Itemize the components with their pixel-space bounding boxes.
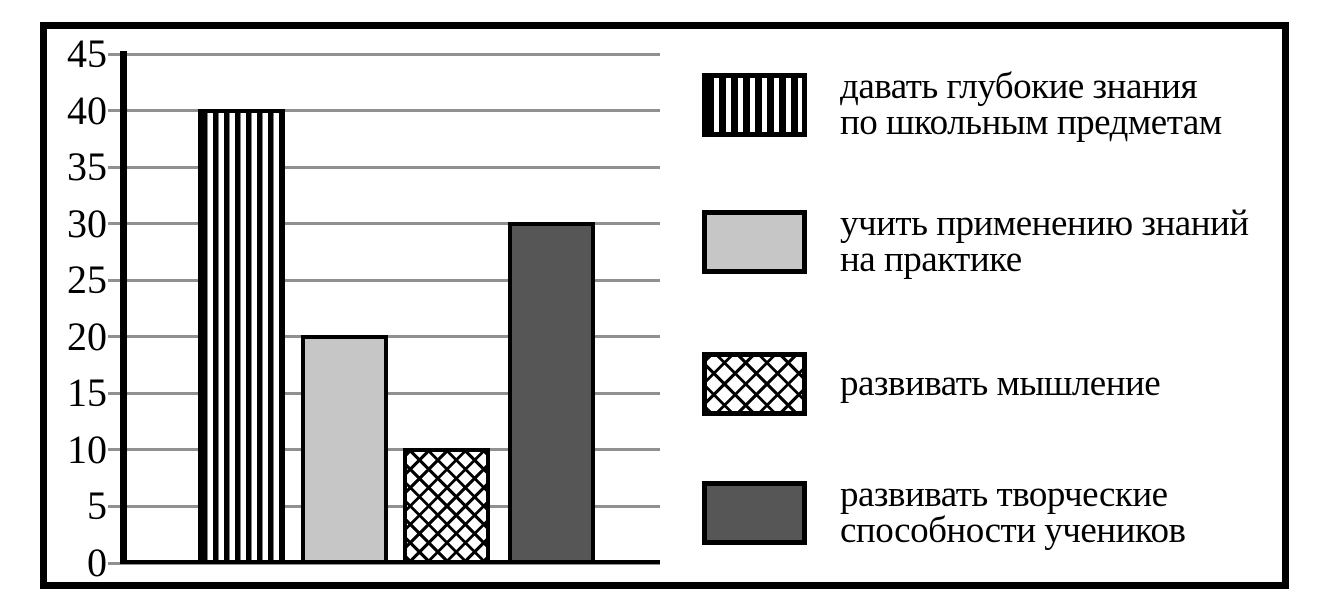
x-axis-line [120,560,660,564]
y-axis-tick-label-0: 0 [87,540,107,585]
legend-label: давать глубокие знания по школьным предме… [840,66,1222,143]
plot-area: 0 5 10 15 20 25 30 35 40 45 [47,29,1282,585]
legend-item-1: давать глубокие знания по школьным предме… [702,68,1222,141]
bar-1-vertical-stripes [198,108,285,564]
legend-swatch-solid-dark-gray-icon [702,481,807,545]
y-axis-tick-label-15: 15 [67,370,107,416]
y-axis-tick-label-5: 5 [87,483,107,529]
gridline-35 [108,165,660,169]
y-axis-tick-label-40: 40 [67,87,107,133]
chart-frame: 0 5 10 15 20 25 30 35 40 45 давать глубокие знани… [40,22,1289,589]
y-axis-tick-label-20: 20 [67,313,107,359]
y-axis-tick-label-30: 30 [67,200,107,246]
legend-swatch-diagonal-crosshatch-icon [702,352,807,416]
legend-label-line: развивать творческие [840,474,1168,515]
legend-item-2: учить применению знаний на практике [702,205,1249,278]
legend-label: развивать творческие способности учеников [840,474,1186,551]
gridline-30 [108,222,660,226]
legend-label-line: развивать мышление [840,363,1161,404]
bar-4-solid-dark-gray [508,221,595,564]
gridline-25 [108,278,660,282]
y-axis-tick-label-45: 45 [67,31,107,76]
legend: давать глубокие знания по школьным предме… [47,29,1282,582]
y-axis-tick-label-35: 35 [67,144,107,190]
legend-label: учить применению знаний на практике [840,203,1249,280]
gridline-40 [108,109,660,113]
legend-label: развивать мышление [840,363,1161,404]
legend-item-4: развивать творческие способности учеников [702,476,1186,549]
legend-label-line: по школьным предметам [840,102,1222,143]
gridline-45 [108,52,660,56]
legend-item-3: развивать мышление [702,352,1161,416]
y-axis-line [120,51,127,564]
y-axis-tick-label-25: 25 [67,257,107,303]
legend-swatch-vertical-stripes-icon [702,73,807,137]
legend-label-line: на практике [840,239,1022,280]
legend-label-line: способности учеников [840,510,1186,551]
legend-label-line: давать глубокие знания [840,66,1197,107]
bar-2-solid-light-gray [301,334,388,564]
y-axis-tick-label-10: 10 [67,426,107,472]
legend-swatch-solid-light-gray-icon [702,210,807,274]
legend-label-line: учить применению знаний [840,203,1249,244]
